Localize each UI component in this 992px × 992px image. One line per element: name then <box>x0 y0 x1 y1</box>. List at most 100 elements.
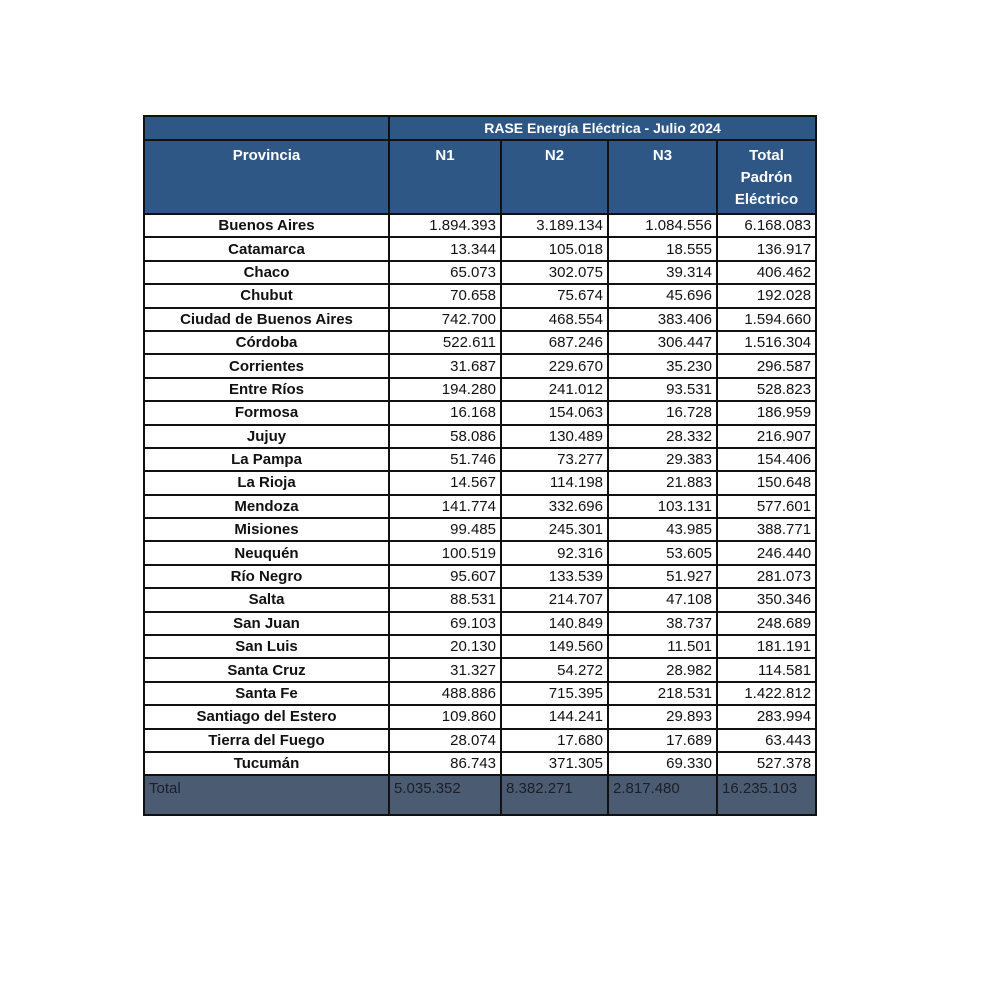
total-cell: 63.443 <box>715 727 818 754</box>
provincia-cell: Ciudad de Buenos Aires <box>143 306 390 332</box>
total-cell: 192.028 <box>715 283 818 309</box>
n3-cell: 383.406 <box>607 306 718 332</box>
provincia-cell: Tucumán <box>143 750 390 777</box>
table-row: Tierra del Fuego 28.074 17.680 17.689 63.443 <box>143 727 818 754</box>
table-row: Formosa 16.168 154.063 16.728 186.959 <box>143 400 818 426</box>
total-cell: 246.440 <box>715 540 818 566</box>
total-n2: 8.382.271 <box>500 774 609 817</box>
n3-cell: 29.893 <box>607 704 718 730</box>
total-cell: 350.346 <box>715 587 818 613</box>
n1-cell: 141.774 <box>388 493 502 520</box>
header-total-padron: Total Padrón Eléctrico <box>715 139 818 215</box>
provincia-cell: La Pampa <box>143 446 390 473</box>
n1-cell: 109.860 <box>388 704 502 730</box>
n2-cell: 149.560 <box>500 634 609 660</box>
table-row: Entre Ríos 194.280 241.012 93.531 528.823 <box>143 376 818 403</box>
n3-cell: 103.131 <box>607 493 718 520</box>
table-row: Chubut 70.658 75.674 45.696 192.028 <box>143 283 818 309</box>
n2-cell: 687.246 <box>500 329 609 356</box>
n2-cell: 332.696 <box>500 493 609 520</box>
table-row: La Pampa 51.746 73.277 29.383 154.406 <box>143 446 818 473</box>
table-row: Buenos Aires 1.894.393 3.189.134 1.084.556 6… <box>143 212 818 239</box>
title-spacer <box>143 115 390 141</box>
provincia-cell: San Juan <box>143 610 390 637</box>
total-cell: 114.581 <box>715 657 818 683</box>
n2-cell: 114.198 <box>500 470 609 496</box>
total-cell: 154.406 <box>715 446 818 473</box>
provincia-cell: Misiones <box>143 517 390 543</box>
n3-cell: 28.982 <box>607 657 718 683</box>
n2-cell: 468.554 <box>500 306 609 332</box>
n3-cell: 17.689 <box>607 727 718 754</box>
header-row: Provincia N1 N2 N3 Total Padrón Eléctric… <box>143 139 818 215</box>
provincia-cell: Entre Ríos <box>143 376 390 403</box>
n3-cell: 21.883 <box>607 470 718 496</box>
n1-cell: 31.327 <box>388 657 502 683</box>
n3-cell: 29.383 <box>607 446 718 473</box>
n2-cell: 73.277 <box>500 446 609 473</box>
provincia-cell: La Rioja <box>143 470 390 496</box>
table-row: Misiones 99.485 245.301 43.985 388.771 <box>143 517 818 543</box>
n2-cell: 371.305 <box>500 750 609 777</box>
n1-cell: 522.611 <box>388 329 502 356</box>
n2-cell: 140.849 <box>500 610 609 637</box>
provincia-cell: Río Negro <box>143 563 390 590</box>
n2-cell: 92.316 <box>500 540 609 566</box>
n1-cell: 51.746 <box>388 446 502 473</box>
total-cell: 281.073 <box>715 563 818 590</box>
table-row: Jujuy 58.086 130.489 28.332 216.907 <box>143 423 818 449</box>
total-cell: 388.771 <box>715 517 818 543</box>
n1-cell: 58.086 <box>388 423 502 449</box>
total-cell: 296.587 <box>715 353 818 379</box>
n3-cell: 18.555 <box>607 236 718 262</box>
provincia-cell: Chaco <box>143 259 390 286</box>
n1-cell: 1.894.393 <box>388 212 502 239</box>
table-row: San Juan 69.103 140.849 38.737 248.689 <box>143 610 818 637</box>
provincia-cell: Chubut <box>143 283 390 309</box>
table-row: Santiago del Estero 109.860 144.241 29.893 2… <box>143 704 818 730</box>
total-padron: 16.235.103 <box>715 774 818 817</box>
n3-cell: 38.737 <box>607 610 718 637</box>
provincia-cell: Tierra del Fuego <box>143 727 390 754</box>
n3-cell: 39.314 <box>607 259 718 286</box>
n1-cell: 488.886 <box>388 680 502 707</box>
n1-cell: 194.280 <box>388 376 502 403</box>
table-row: San Luis 20.130 149.560 11.501 181.191 <box>143 634 818 660</box>
n1-cell: 16.168 <box>388 400 502 426</box>
table-row: Corrientes 31.687 229.670 35.230 296.587 <box>143 353 818 379</box>
table-row: La Rioja 14.567 114.198 21.883 150.648 <box>143 470 818 496</box>
table-row: Córdoba 522.611 687.246 306.447 1.516.304 <box>143 329 818 356</box>
n3-cell: 69.330 <box>607 750 718 777</box>
n2-cell: 133.539 <box>500 563 609 590</box>
provincia-cell: Catamarca <box>143 236 390 262</box>
table-body: Buenos Aires 1.894.393 3.189.134 1.084.556 6… <box>143 212 818 777</box>
n2-cell: 229.670 <box>500 353 609 379</box>
n3-cell: 51.927 <box>607 563 718 590</box>
provincia-cell: Buenos Aires <box>143 212 390 239</box>
table-row: Salta 88.531 214.707 47.108 350.346 <box>143 587 818 613</box>
table-row: Santa Fe 488.886 715.395 218.531 1.422.812 <box>143 680 818 707</box>
total-cell: 186.959 <box>715 400 818 426</box>
n1-cell: 86.743 <box>388 750 502 777</box>
n3-cell: 35.230 <box>607 353 718 379</box>
n1-cell: 65.073 <box>388 259 502 286</box>
table-title: RASE Energía Eléctrica - Julio 2024 <box>387 115 818 141</box>
n3-cell: 1.084.556 <box>607 212 718 239</box>
total-cell: 181.191 <box>715 634 818 660</box>
n1-cell: 95.607 <box>388 563 502 590</box>
total-cell: 248.689 <box>715 610 818 637</box>
n1-cell: 69.103 <box>388 610 502 637</box>
provincia-cell: San Luis <box>143 634 390 660</box>
total-row: Total 5.035.352 8.382.271 2.817.480 16.2… <box>143 774 818 817</box>
n2-cell: 130.489 <box>500 423 609 449</box>
table-row: Santa Cruz 31.327 54.272 28.982 114.581 <box>143 657 818 683</box>
table-row: Chaco 65.073 302.075 39.314 406.462 <box>143 259 818 286</box>
table-row: Río Negro 95.607 133.539 51.927 281.073 <box>143 563 818 590</box>
n2-cell: 75.674 <box>500 283 609 309</box>
table-row: Catamarca 13.344 105.018 18.555 136.917 <box>143 236 818 262</box>
total-cell: 406.462 <box>715 259 818 286</box>
total-cell: 6.168.083 <box>715 212 818 239</box>
n1-cell: 13.344 <box>388 236 502 262</box>
n1-cell: 31.687 <box>388 353 502 379</box>
rase-table: RASE Energía Eléctrica - Julio 2024 Prov… <box>143 115 818 817</box>
